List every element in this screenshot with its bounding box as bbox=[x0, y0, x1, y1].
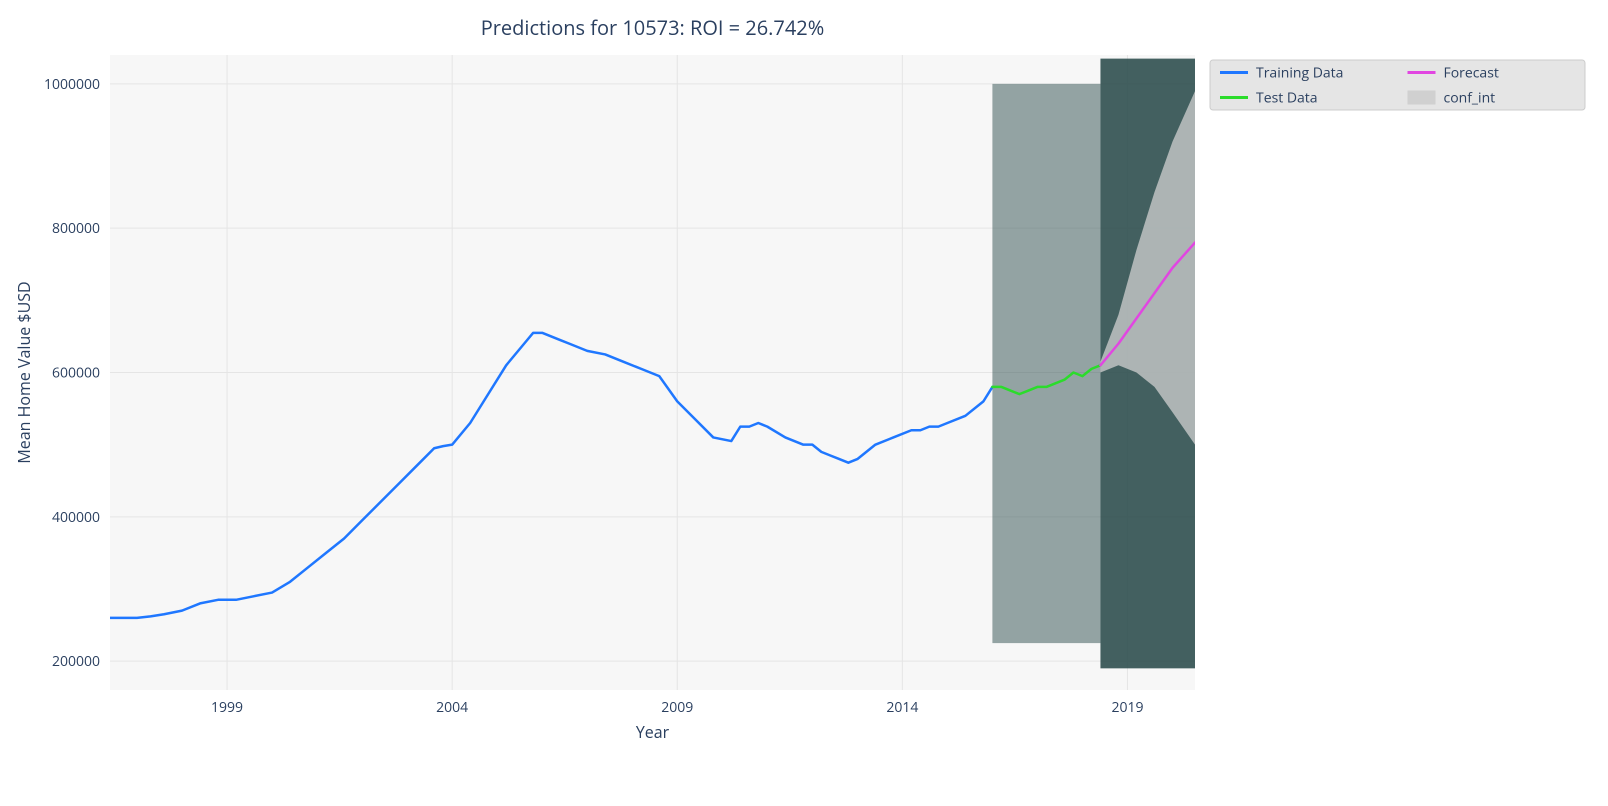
chart-container: 1999 2004 2009 2014 2019 200000 400000 600000 80… bbox=[0, 0, 1608, 806]
ytick-label: 600000 bbox=[52, 364, 100, 383]
xlabel: Year bbox=[636, 721, 670, 743]
ytick-label: 800000 bbox=[52, 219, 100, 238]
legend-label: conf_int bbox=[1444, 89, 1496, 108]
shaded-rect bbox=[992, 84, 1100, 643]
chart-svg: 1999 2004 2009 2014 2019 200000 400000 600000 80… bbox=[0, 0, 1608, 806]
xtick-label: 1999 bbox=[211, 698, 243, 717]
ytick-label: 400000 bbox=[52, 508, 100, 527]
ylabel: Mean Home Value $USD bbox=[13, 281, 35, 463]
xtick-label: 2004 bbox=[436, 698, 468, 717]
legend-label: Forecast bbox=[1444, 64, 1499, 83]
legend-label: Training Data bbox=[1256, 64, 1343, 83]
xtick-label: 2014 bbox=[886, 698, 918, 717]
legend[interactable]: Training Data Test Data Forecast conf_int bbox=[1210, 60, 1585, 110]
xtick-label: 2009 bbox=[661, 698, 693, 717]
legend-label: Test Data bbox=[1256, 89, 1318, 108]
xtick-label: 2019 bbox=[1111, 698, 1143, 717]
legend-rect-swatch bbox=[1408, 91, 1436, 105]
ytick-label: 200000 bbox=[52, 652, 100, 671]
chart-title: Predictions for 10573: ROI = 26.742% bbox=[481, 14, 825, 41]
ytick-label: 1000000 bbox=[44, 75, 100, 94]
